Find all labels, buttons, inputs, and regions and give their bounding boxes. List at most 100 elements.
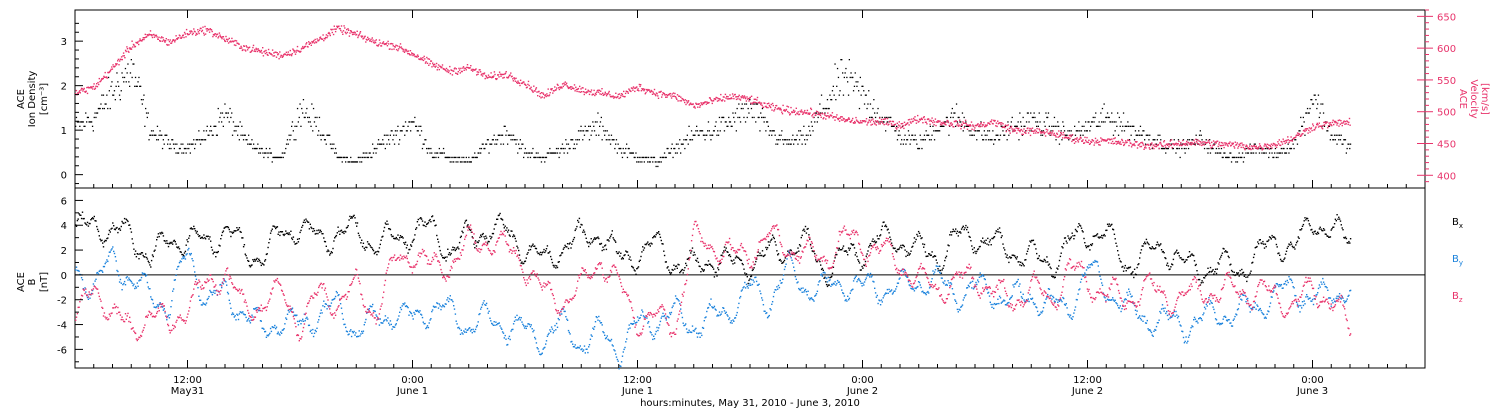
density-point xyxy=(1104,121,1106,123)
velocity-point xyxy=(317,40,320,42)
bx-point xyxy=(1279,254,1281,256)
velocity-point xyxy=(989,123,991,125)
bx-point xyxy=(401,236,403,238)
velocity-point xyxy=(640,90,643,92)
velocity-point xyxy=(1247,147,1250,149)
density-point xyxy=(902,143,904,145)
velocity-point xyxy=(745,97,747,100)
bx-point xyxy=(512,235,514,238)
density-point xyxy=(766,121,768,123)
velocity-point xyxy=(666,94,669,97)
density-point xyxy=(1242,161,1245,163)
density-point xyxy=(1074,125,1076,127)
density-point xyxy=(1075,130,1077,132)
bx-point xyxy=(340,229,343,231)
velocity-point xyxy=(541,96,543,98)
density-point xyxy=(257,143,259,145)
velocity-point xyxy=(618,97,620,100)
density-point xyxy=(1232,156,1234,159)
velocity-point xyxy=(848,117,850,119)
velocity-point xyxy=(985,125,987,128)
density-point xyxy=(675,143,678,145)
density-point xyxy=(1311,103,1314,105)
bx-point xyxy=(587,242,589,244)
bx-point xyxy=(628,258,630,260)
density-point xyxy=(413,121,415,123)
density-point xyxy=(172,143,175,145)
velocity-point xyxy=(1073,142,1076,144)
density-point xyxy=(1203,147,1206,150)
velocity-point xyxy=(471,68,473,71)
velocity-point xyxy=(485,76,488,78)
density-point xyxy=(701,130,704,132)
bx-point xyxy=(613,238,615,241)
bx-point xyxy=(1211,270,1213,272)
velocity-point xyxy=(965,122,967,125)
velocity-point xyxy=(200,27,202,30)
density-point xyxy=(1290,147,1293,150)
bx-point xyxy=(716,275,718,277)
velocity-point xyxy=(1167,143,1170,145)
density-point xyxy=(1159,134,1161,136)
density-point xyxy=(360,156,362,159)
velocity-point xyxy=(265,49,267,52)
velocity-point xyxy=(344,31,347,33)
velocity-point xyxy=(841,116,843,118)
bx-point xyxy=(660,239,662,242)
density-point xyxy=(99,107,101,110)
bx-point xyxy=(239,230,241,233)
density-point xyxy=(863,103,866,105)
density-point xyxy=(1247,152,1250,154)
bx-point xyxy=(1092,235,1094,237)
bx-point xyxy=(676,267,678,269)
bx-point xyxy=(783,259,786,262)
density-point xyxy=(663,156,665,159)
velocity-point xyxy=(925,121,927,123)
velocity-point xyxy=(1153,147,1155,150)
velocity-point xyxy=(514,80,517,82)
velocity-point xyxy=(273,52,275,54)
velocity-point xyxy=(1018,129,1021,132)
velocity-point xyxy=(770,103,772,106)
bx-point xyxy=(210,246,213,248)
density-point xyxy=(307,116,309,119)
density-point xyxy=(1226,156,1228,159)
velocity-point xyxy=(1277,143,1280,145)
velocity-point xyxy=(593,89,595,92)
density-point xyxy=(555,152,557,154)
bx-point xyxy=(476,241,478,243)
velocity-point xyxy=(786,105,788,107)
velocity-point xyxy=(1181,144,1183,146)
velocity-point xyxy=(575,86,577,88)
velocity-point xyxy=(819,114,822,116)
velocity-point xyxy=(527,80,530,83)
bx-point xyxy=(361,239,363,241)
velocity-point xyxy=(638,83,641,86)
velocity-point xyxy=(883,123,885,126)
density-point xyxy=(1066,134,1068,136)
velocity-point xyxy=(1321,127,1323,129)
bx-point xyxy=(414,234,416,236)
density-point xyxy=(1160,147,1163,150)
density-point xyxy=(284,152,286,154)
density-point xyxy=(92,130,94,132)
density-point xyxy=(977,130,979,132)
bx-point xyxy=(460,235,462,237)
bx-point xyxy=(285,232,288,235)
velocity-point xyxy=(1248,148,1250,150)
density-point xyxy=(226,112,228,114)
density-point xyxy=(1078,121,1080,123)
bx-point xyxy=(169,241,171,244)
velocity-point xyxy=(724,100,726,102)
velocity-point xyxy=(1259,145,1261,147)
bx-point xyxy=(518,249,520,252)
bx-point xyxy=(702,270,705,272)
bx-point xyxy=(1035,248,1037,250)
bx-point xyxy=(221,234,223,237)
bx-point xyxy=(1095,235,1097,237)
bx-point xyxy=(1018,261,1020,263)
velocity-point xyxy=(131,40,133,42)
bx-point xyxy=(674,265,677,268)
density-point xyxy=(1187,147,1190,150)
